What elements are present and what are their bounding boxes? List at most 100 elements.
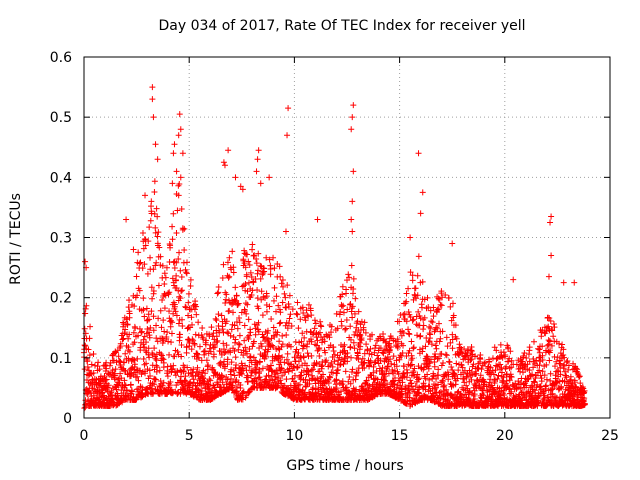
data-point [305,301,312,308]
data-point [367,336,374,343]
data-point [207,348,214,355]
data-point [174,207,181,214]
data-point [341,341,348,348]
data-point [255,250,262,257]
data-point [253,255,260,262]
data-point [350,285,357,292]
data-point [100,392,107,399]
data-point [168,339,175,346]
data-point [126,331,133,338]
data-point [326,334,333,341]
data-point [219,326,226,333]
data-point [82,404,89,411]
data-point [135,377,142,384]
data-point [106,362,113,369]
data-point [343,317,350,324]
data-point [271,265,278,272]
data-point [189,321,196,328]
data-point [188,346,195,353]
data-point [154,233,161,240]
data-point [143,339,150,346]
data-point [349,314,356,321]
data-point [202,370,209,377]
data-point [278,280,285,287]
data-point [171,264,178,271]
data-point [267,271,274,278]
data-point [242,362,249,369]
data-point [285,368,292,375]
data-point [308,367,315,374]
data-point [181,246,188,253]
data-point [295,350,302,357]
data-point [126,297,133,304]
data-point [273,293,280,300]
data-point [268,316,275,323]
data-point [167,323,174,330]
data-point [140,295,147,302]
data-point [275,345,282,352]
data-point [370,363,377,370]
data-point [352,295,359,302]
data-point [179,287,186,294]
data-point [328,323,335,330]
data-point [232,298,239,305]
data-point [231,372,238,379]
data-point [131,303,138,310]
data-point [333,376,340,383]
y-tick-label: 0.2 [50,291,72,307]
data-point [306,380,313,387]
data-point [235,346,242,353]
data-point [177,295,184,302]
data-point [286,315,293,322]
data-point [213,333,220,340]
data-point [285,320,292,327]
data-point [256,374,263,381]
data-point [299,304,306,311]
data-point [346,274,353,281]
data-point [163,333,170,340]
data-point [146,334,153,341]
data-point [212,315,219,322]
data-point [140,355,147,362]
data-point [236,319,243,326]
data-point [159,355,166,362]
data-point [338,303,345,310]
data-point [124,321,131,328]
data-point [334,366,341,373]
data-point [103,365,110,372]
data-point [195,387,202,394]
data-point [150,266,157,273]
data-point [134,292,141,299]
data-point [364,346,371,353]
data-point [182,303,189,310]
data-point [349,366,356,373]
data-point [187,283,194,290]
data-point [246,261,253,268]
data-point [153,322,160,329]
data-point [246,332,253,339]
data-point [291,354,298,361]
data-point [316,329,323,336]
data-point [162,274,169,281]
data-point [338,388,345,395]
chart-title: Day 034 of 2017, Rate Of TEC Index for r… [158,18,525,34]
data-point [342,325,349,332]
data-point [350,339,357,346]
data-point [377,345,384,352]
data-point [183,270,190,277]
data-point [367,357,374,364]
data-point [176,331,183,338]
data-point [246,279,253,286]
data-point [183,259,190,266]
x-axis-label: GPS time / hours [286,458,403,474]
data-point [252,375,259,382]
data-point [294,311,301,318]
data-point [151,381,158,388]
data-point [300,354,307,361]
data-point [215,311,222,318]
data-point [142,370,149,377]
data-point [189,369,196,376]
data-point [281,359,288,366]
data-point [155,229,162,236]
data-point [263,293,270,300]
